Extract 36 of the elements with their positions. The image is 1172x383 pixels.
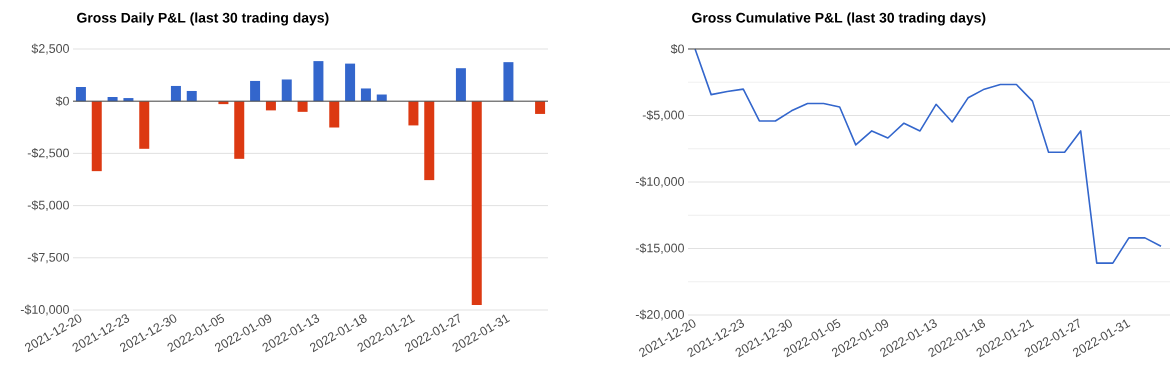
- y-tick-label: -$7,500: [27, 252, 69, 264]
- bar: [281, 79, 292, 102]
- y-tick-label: $0: [670, 43, 684, 55]
- bar: [107, 97, 118, 102]
- bar: [360, 88, 371, 102]
- bar: [345, 63, 356, 102]
- bar: [297, 101, 308, 112]
- y-tick-label: -$5,000: [642, 110, 684, 121]
- bar: [329, 101, 340, 128]
- bar: [535, 101, 546, 114]
- bar: [139, 101, 150, 149]
- y-tick-label: -$10,000: [20, 304, 69, 316]
- bar: [186, 90, 197, 102]
- bar: [408, 101, 419, 126]
- y-tick-label: -$2,500: [27, 147, 69, 159]
- y-tick-label: -$20,000: [635, 309, 684, 321]
- bar: [424, 101, 435, 181]
- bar: [471, 101, 482, 305]
- y-tick-label: -$5,000: [27, 200, 69, 211]
- bar: [91, 101, 102, 172]
- y-tick-label: $2,500: [31, 43, 69, 55]
- bar: [455, 68, 466, 102]
- bar: [123, 98, 134, 102]
- bar: [75, 87, 86, 102]
- bar: [503, 62, 514, 102]
- bar: [376, 94, 387, 102]
- y-tick-label: -$15,000: [635, 243, 684, 254]
- chart-title: Gross Cumulative P&L (last 30 trading days): [692, 12, 986, 26]
- bar: [313, 61, 324, 102]
- bar: [250, 80, 261, 102]
- chart-title: Gross Daily P&L (last 30 trading days): [77, 12, 329, 26]
- bar: [170, 85, 181, 102]
- y-tick-label: $0: [55, 96, 69, 107]
- y-tick-label: -$10,000: [635, 176, 684, 188]
- bar: [234, 101, 245, 159]
- line-series: [694, 48, 1162, 264]
